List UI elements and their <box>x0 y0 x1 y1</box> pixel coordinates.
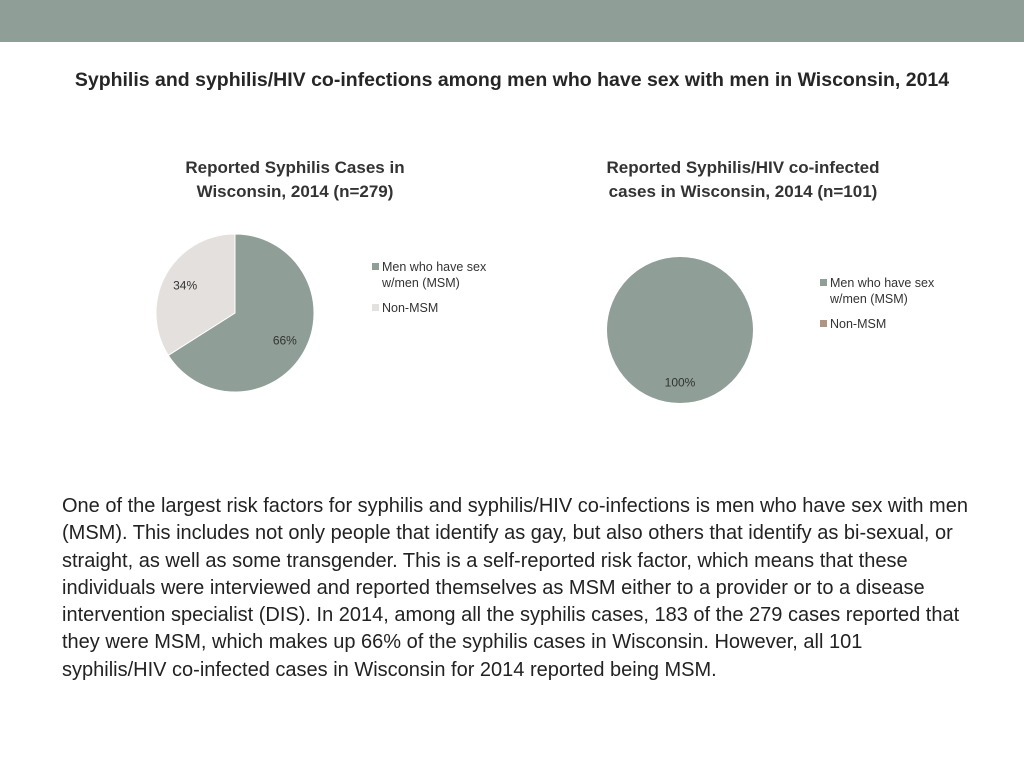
legend-swatch-msm <box>820 279 827 286</box>
legend-chart-1: Men who have sex w/men (MSM) Non-MSM <box>372 259 492 325</box>
body-paragraph: One of the largest risk factors for syph… <box>62 495 968 681</box>
pie-chart-2: 100% <box>607 257 753 403</box>
pie-2-label-0: 100% <box>665 376 696 390</box>
pie-1-label-1: 34% <box>173 279 197 293</box>
chart-1-title: Reported Syphilis Cases in Wisconsin, 20… <box>185 158 405 201</box>
legend-label-non-msm: Non-MSM <box>382 301 439 315</box>
legend-swatch-msm <box>372 263 379 270</box>
pie-1-slice-1 <box>155 233 236 357</box>
chart-2-title: Reported Syphilis/HIV co-infected cases … <box>606 158 880 201</box>
legend-item-non-msm: Non-MSM <box>820 316 940 332</box>
legend-swatch-non-msm <box>820 320 827 327</box>
legend-item-msm: Men who have sex w/men (MSM) <box>820 275 940 307</box>
top-bar <box>0 0 1024 42</box>
pie-1-slice-0 <box>167 233 315 393</box>
legend-swatch-non-msm <box>372 304 379 311</box>
pie-chart-1: 66% 34% <box>155 233 315 393</box>
legend-label-non-msm: Non-MSM <box>830 317 887 331</box>
pie-1-label-0: 66% <box>273 333 297 347</box>
legend-label-msm: Men who have sex w/men (MSM) <box>830 276 935 306</box>
page-title: Syphilis and syphilis/HIV co-infections … <box>74 69 950 91</box>
legend-item-non-msm: Non-MSM <box>372 300 492 316</box>
pie-2-slice-0 <box>607 257 753 403</box>
legend-chart-2: Men who have sex w/men (MSM) Non-MSM <box>820 275 940 341</box>
legend-item-msm: Men who have sex w/men (MSM) <box>372 259 492 291</box>
legend-label-msm: Men who have sex w/men (MSM) <box>382 260 487 290</box>
